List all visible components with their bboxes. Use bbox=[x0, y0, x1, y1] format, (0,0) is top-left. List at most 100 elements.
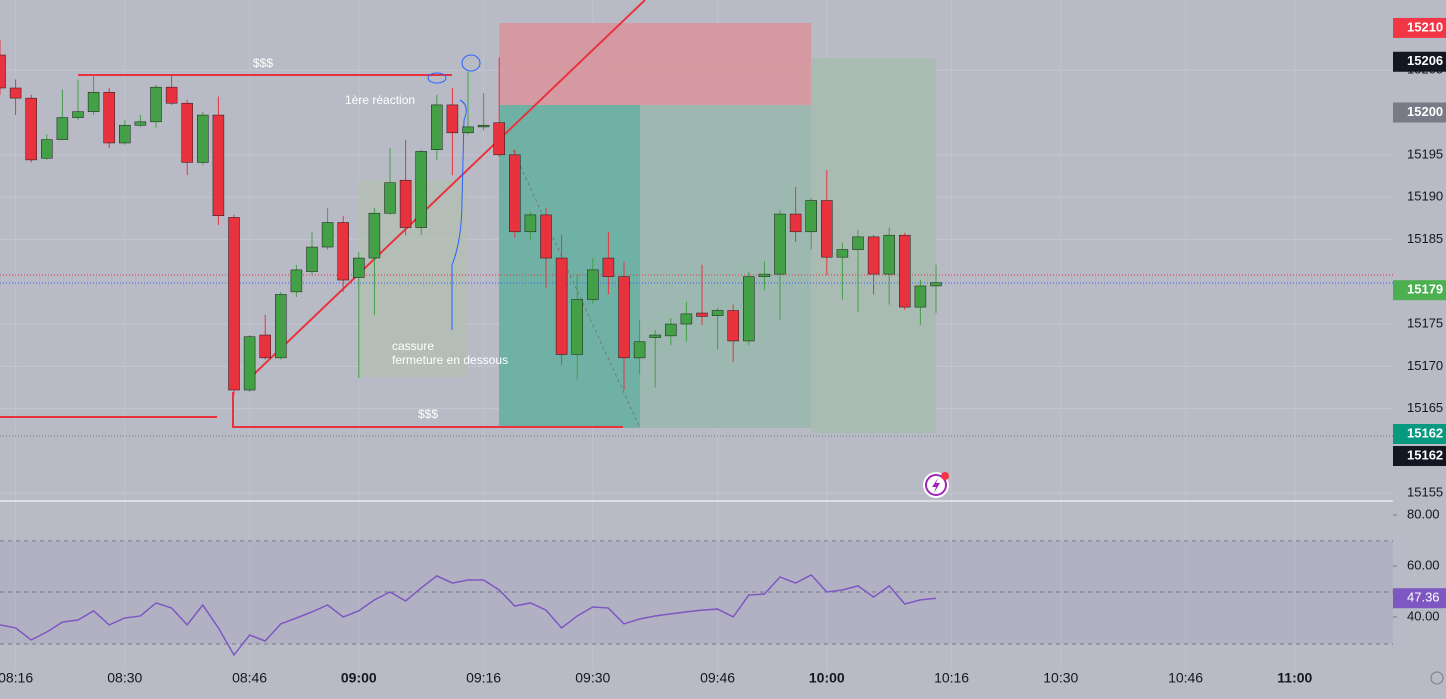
candle-body bbox=[259, 334, 271, 359]
candle-body bbox=[41, 139, 53, 159]
candle-body bbox=[337, 222, 349, 281]
price-badge-label: 15200 bbox=[1407, 104, 1443, 119]
candle-body bbox=[696, 312, 708, 317]
candle-body bbox=[25, 97, 37, 161]
candle-body bbox=[555, 257, 568, 355]
candle-body bbox=[197, 114, 209, 163]
candle-body bbox=[571, 299, 583, 355]
price-badge bbox=[1393, 280, 1446, 301]
series bbox=[0, 39, 942, 657]
price-badge bbox=[1393, 446, 1446, 467]
candle-body bbox=[462, 126, 474, 134]
x-tick-label: 10:30 bbox=[1043, 670, 1078, 686]
x-tick-label: 11:00 bbox=[1277, 670, 1312, 686]
candle-body bbox=[477, 124, 490, 128]
circle-mark bbox=[427, 72, 447, 84]
candle-body bbox=[321, 222, 334, 248]
candle-body bbox=[243, 336, 256, 391]
candle-body bbox=[9, 87, 22, 99]
candle-body bbox=[633, 341, 646, 359]
candle-body bbox=[87, 91, 100, 112]
y-tick-label: 15165 bbox=[1407, 400, 1443, 415]
candle-body bbox=[727, 310, 739, 342]
candle-body bbox=[181, 102, 193, 163]
candle-body bbox=[852, 236, 864, 250]
y-tick-label: 80.00 bbox=[1407, 506, 1440, 521]
x-tick-label: 10:46 bbox=[1168, 670, 1203, 686]
drawings bbox=[0, 0, 1393, 645]
candle-body bbox=[883, 234, 895, 275]
candle-body bbox=[711, 310, 724, 316]
candle-body bbox=[431, 104, 443, 150]
brush-line bbox=[451, 99, 467, 330]
candle-body bbox=[524, 214, 537, 233]
candle-body bbox=[290, 269, 303, 293]
settings-icon[interactable] bbox=[1430, 671, 1444, 685]
alert-icon[interactable] bbox=[923, 472, 949, 498]
price-badge-label: 15210 bbox=[1407, 19, 1443, 34]
x-tick-label: 10:00 bbox=[809, 670, 845, 686]
candle-body bbox=[618, 276, 630, 359]
indicator-line bbox=[0, 573, 937, 657]
candle-body bbox=[836, 249, 849, 258]
x-tick-label: 08:46 bbox=[232, 670, 267, 686]
price-badge-label: 15206 bbox=[1407, 53, 1443, 68]
target-zone bbox=[499, 105, 640, 428]
candle-body bbox=[665, 323, 677, 337]
circle-mark bbox=[461, 54, 481, 72]
icon-ring[interactable] bbox=[925, 474, 947, 496]
candle-body bbox=[821, 200, 833, 258]
candle-body bbox=[789, 213, 802, 233]
icon-dot[interactable] bbox=[941, 472, 949, 480]
candle-body bbox=[899, 234, 911, 308]
price-badge-label: 15162 bbox=[1407, 447, 1443, 462]
price-badge bbox=[1393, 51, 1446, 72]
annotation: $$$ bbox=[418, 407, 438, 421]
candle-body bbox=[0, 54, 6, 89]
candle-body bbox=[368, 212, 381, 259]
candle-body bbox=[119, 124, 131, 144]
price-badge bbox=[1393, 17, 1446, 38]
annotation: cassure bbox=[392, 339, 434, 353]
x-tick-label: 09:46 bbox=[700, 670, 735, 686]
price-badge bbox=[1393, 102, 1446, 123]
candle-body bbox=[540, 214, 552, 259]
level-line bbox=[232, 392, 623, 428]
candle-body bbox=[415, 151, 427, 228]
candle-body bbox=[680, 313, 693, 325]
candle-body bbox=[743, 276, 755, 342]
candle-body bbox=[353, 257, 365, 278]
candle-body bbox=[867, 236, 880, 275]
y-tick-label: 60.00 bbox=[1407, 557, 1440, 572]
range-box bbox=[358, 180, 468, 377]
candle-body bbox=[399, 179, 412, 228]
candle-body bbox=[930, 282, 942, 287]
annotations: $$$ 1ère réaction cassure fermeture en d… bbox=[253, 56, 508, 421]
price-badge bbox=[1393, 424, 1446, 445]
y-tick-label: 15175 bbox=[1407, 315, 1443, 330]
x-tick-label: 09:00 bbox=[341, 670, 377, 686]
candle-body bbox=[493, 122, 505, 156]
y-tick-label: 15195 bbox=[1407, 146, 1443, 161]
price-badge-label: 15179 bbox=[1407, 282, 1443, 297]
x-tick-label: 09:16 bbox=[466, 670, 501, 686]
stop-zone bbox=[499, 23, 811, 105]
annotation: 1ère réaction bbox=[345, 93, 415, 107]
axes: 1515515165151701517515185151901519515205… bbox=[0, 17, 1446, 686]
candle-body bbox=[774, 213, 786, 275]
candle-body bbox=[384, 182, 396, 214]
candle-body bbox=[306, 246, 318, 272]
candle-body bbox=[446, 104, 459, 134]
candle-body bbox=[72, 111, 84, 118]
y-tick-label: 15170 bbox=[1407, 358, 1443, 373]
y-tick-label: 15185 bbox=[1407, 231, 1443, 246]
x-tick-label: 08:16 bbox=[0, 670, 33, 686]
candle-body bbox=[228, 217, 240, 391]
trend-line bbox=[249, 0, 646, 379]
path-arrow bbox=[512, 149, 641, 429]
candle-body bbox=[165, 86, 178, 104]
icon-bolt[interactable] bbox=[932, 478, 940, 493]
candle-body bbox=[56, 117, 69, 140]
